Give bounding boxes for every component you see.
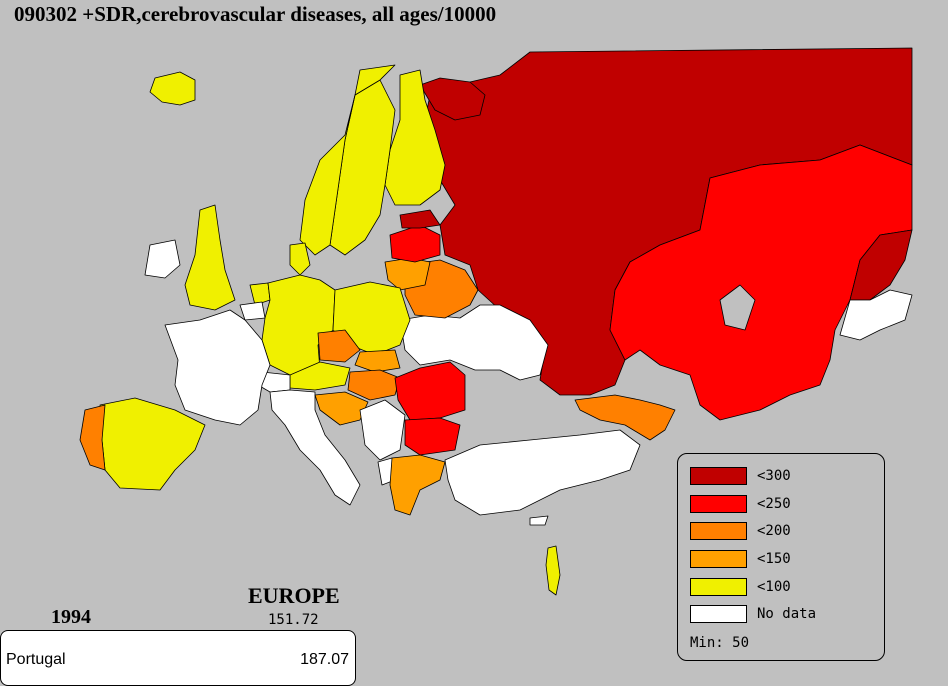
region-central-asia[interactable]: [839, 289, 913, 341]
legend: <300 <250 <200 <150 <100 No data Min: 50: [677, 453, 885, 661]
year-label: 1994: [51, 606, 91, 628]
region-ukraine[interactable]: [399, 304, 549, 381]
region-ireland[interactable]: [144, 239, 181, 279]
region-caucasus[interactable]: [574, 394, 676, 441]
region-latvia[interactable]: [384, 257, 431, 291]
region-estonia[interactable]: [399, 209, 441, 229]
map-title: 090302 +SDR,cerebrovascular diseases, al…: [14, 2, 497, 26]
region-hungary[interactable]: [347, 369, 401, 401]
legend-swatch: [690, 578, 747, 596]
region-denmark[interactable]: [289, 242, 311, 276]
legend-swatch: [690, 467, 747, 485]
region-bulgaria[interactable]: [404, 417, 461, 456]
region-romania[interactable]: [394, 361, 466, 421]
selected-country-value: 187.07: [300, 651, 349, 668]
region-turkey[interactable]: [444, 429, 641, 516]
region-kazakhstan-east[interactable]: [849, 229, 913, 301]
region-finland[interactable]: [384, 69, 446, 206]
selected-country-name: Portugal: [6, 651, 66, 668]
region-value: 151.72: [268, 612, 319, 628]
legend-swatch: [690, 495, 747, 513]
region-lithuania[interactable]: [389, 224, 441, 263]
legend-label: <150: [757, 551, 791, 567]
selected-country-panel: Portugal 187.07: [0, 630, 356, 686]
region-israel[interactable]: [545, 545, 561, 596]
region-czech[interactable]: [317, 329, 361, 363]
legend-swatch: [690, 522, 747, 540]
legend-label: No data: [757, 606, 817, 622]
region-croatia[interactable]: [314, 391, 369, 426]
legend-label: <250: [757, 496, 791, 512]
region-france[interactable]: [164, 309, 271, 426]
region-caspian: [719, 284, 756, 331]
region-portugal[interactable]: [79, 404, 106, 471]
legend-label: <200: [757, 523, 791, 539]
legend-label: <300: [757, 468, 791, 484]
region-netherlands[interactable]: [249, 282, 271, 306]
region-slovakia[interactable]: [354, 349, 401, 373]
region-uk[interactable]: [184, 204, 236, 311]
region-greece[interactable]: [389, 454, 446, 516]
region-yugoslavia[interactable]: [359, 399, 406, 461]
legend-min-label: Min: 50: [690, 635, 750, 651]
region-north-russia[interactable]: [419, 77, 486, 121]
region-kazakhstan[interactable]: [609, 144, 913, 421]
region-name: EUROPE: [248, 583, 340, 608]
legend-swatch: [690, 605, 747, 623]
region-cyprus[interactable]: [529, 515, 549, 526]
region-iceland[interactable]: [149, 71, 196, 106]
legend-swatch: [690, 550, 747, 568]
region-belgium[interactable]: [239, 301, 266, 321]
legend-label: <100: [757, 579, 791, 595]
